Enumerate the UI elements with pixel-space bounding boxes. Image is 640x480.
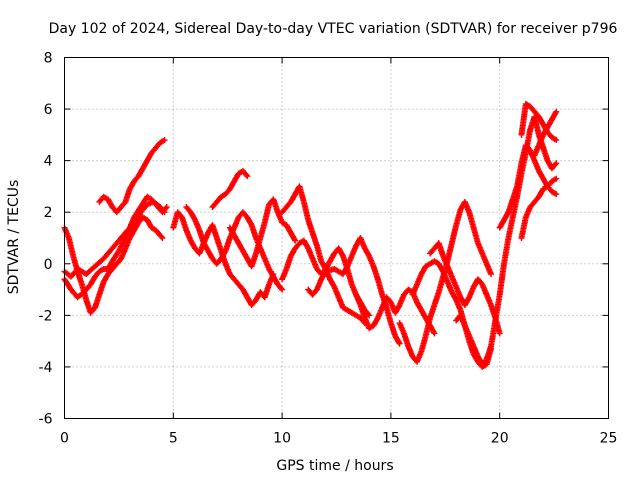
data-point [496,330,503,337]
y-tick-label: 8 [44,51,53,67]
data-point [487,271,494,278]
y-tick-label: 0 [44,257,53,273]
data-point [553,175,560,182]
data-point [431,330,438,337]
data-point [160,207,167,214]
x-tick-label: 25 [600,431,618,447]
data-point [553,137,560,144]
series-track-19 [518,100,560,144]
series-track-7 [209,167,251,211]
data-point [552,109,559,116]
data-point [158,233,165,240]
x-tick-label: 0 [60,431,69,447]
x-tick-label: 5 [169,431,178,447]
data-point [339,251,346,258]
x-axis-label: GPS time / hours [276,458,393,474]
data-point [161,209,168,216]
data-point [279,286,286,293]
y-tick-label: -6 [39,412,53,428]
series-track-18 [518,175,560,241]
data-point [553,108,560,115]
data-point [243,171,250,178]
y-tick-labels: -6 -4 -2 0 2 4 6 8 [39,51,53,428]
x-tick-label: 20 [491,431,509,447]
data-point [292,237,299,244]
y-tick-label: -4 [39,360,53,376]
data-point [278,285,285,292]
data-point [163,204,170,211]
series-track-13 [396,198,494,365]
data-point [221,249,228,256]
data-point [244,173,251,180]
y-axis-label: SDTVAR / TECUs [6,180,22,295]
data-point [396,340,403,347]
data-point [553,191,560,198]
plot-frame [64,57,609,419]
data-point [161,137,168,144]
data-point [366,312,373,319]
series-track-5 [170,209,277,309]
y-tick-label: 4 [44,154,53,170]
series-track-2 [61,193,170,301]
data-point [430,329,437,336]
chart-title: Day 102 of 2024, Sidereal Day-to-day VTE… [49,21,618,37]
data-point [291,236,298,243]
x-tick-labels: 0 5 10 15 20 25 [60,431,617,447]
series-track-8 [226,196,299,270]
axis-ticks [64,57,609,419]
data-point [504,210,511,217]
series-track-11 [305,235,403,347]
data-point [395,339,402,346]
y-tick-label: -2 [39,308,53,324]
series-track-4 [96,137,168,216]
data-point [553,160,560,167]
series-track-20 [531,108,560,159]
y-tick-label: 2 [44,205,53,221]
data-point [247,220,254,227]
series-track-3 [61,198,168,280]
x-tick-label: 15 [382,431,400,447]
data-point [159,235,166,241]
grid [64,57,609,419]
data-points [61,100,560,370]
data-point [552,161,559,168]
y-tick-label: 6 [44,102,53,118]
x-tick-label: 10 [273,431,291,447]
